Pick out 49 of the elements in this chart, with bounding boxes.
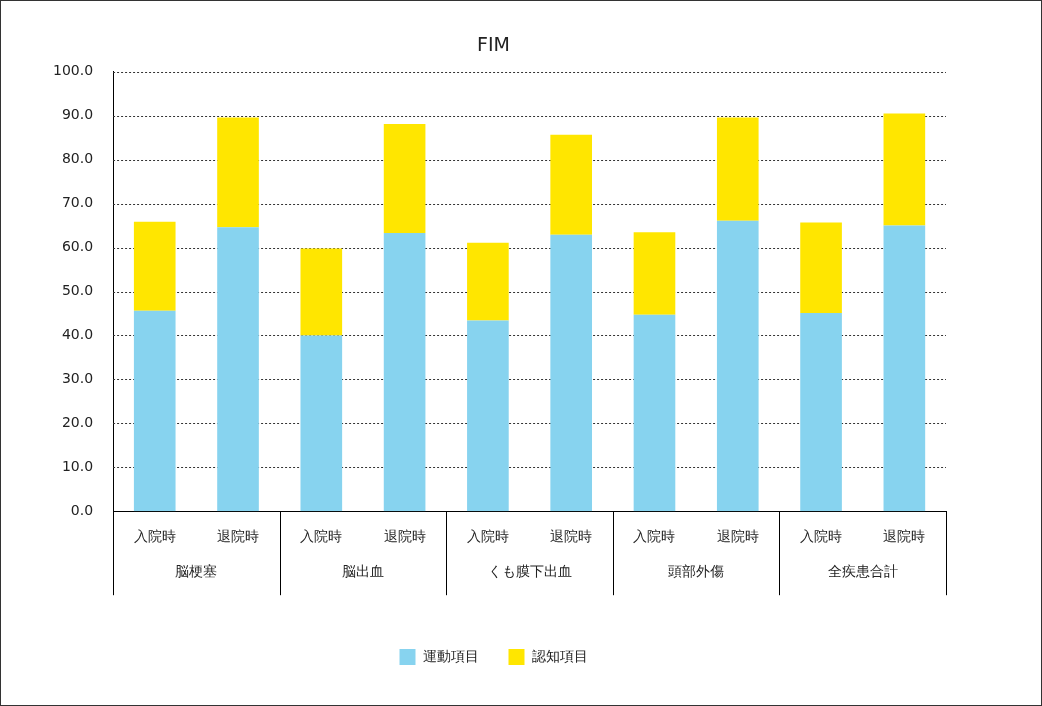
y-tick-label: 20.0 <box>61 413 94 430</box>
bar <box>133 221 176 311</box>
bar <box>217 227 259 512</box>
bar <box>217 117 259 228</box>
bar <box>633 232 676 315</box>
y-tick-label: 50.0 <box>61 282 94 299</box>
bar <box>716 117 759 221</box>
text: 頭部外傷 <box>668 562 725 579</box>
bar <box>383 124 426 234</box>
bar <box>716 220 759 512</box>
x-tick-label: 退院時 <box>550 528 593 545</box>
legend-label: 運動項目 <box>422 647 479 664</box>
bar <box>633 314 676 512</box>
legend-label: 認知項目 <box>531 647 588 664</box>
text: 脳梗塞 <box>175 562 218 579</box>
bar <box>300 248 343 336</box>
bar <box>383 233 426 512</box>
y-tick-label: 30.0 <box>61 370 94 387</box>
y-tick-label: 0.0 <box>70 501 94 518</box>
bar <box>800 313 842 512</box>
text: 脳出血 <box>341 562 384 579</box>
x-tick-label: 退院時 <box>716 528 759 545</box>
x-tick-label: 入院時 <box>133 528 176 545</box>
bar <box>550 134 593 235</box>
bar <box>300 335 343 512</box>
y-tick-label: 10.0 <box>61 457 94 474</box>
bar <box>800 222 842 314</box>
x-tick-label: 入院時 <box>800 528 843 545</box>
x-tick-label: 入院時 <box>466 528 509 545</box>
y-tick-label: 80.0 <box>61 150 94 167</box>
x-tick-label: 退院時 <box>217 528 260 545</box>
bar <box>467 320 509 512</box>
bar <box>883 113 926 226</box>
x-tick-label: 退院時 <box>383 528 426 545</box>
y-tick-label: 60.0 <box>61 238 94 255</box>
chart-title: FIM <box>477 33 510 56</box>
bar <box>883 225 926 512</box>
x-tick-label: 退院時 <box>883 528 926 545</box>
y-tick-label: 70.0 <box>61 194 94 211</box>
bar <box>550 234 593 512</box>
y-tick-label: 90.0 <box>61 106 94 123</box>
x-tick-label: 入院時 <box>300 528 343 545</box>
y-tick-label: 100.0 <box>52 62 94 79</box>
bar <box>467 242 509 321</box>
bar <box>133 310 176 512</box>
text: くも膜下出血 <box>487 562 572 579</box>
text: 全疾患合計 <box>827 562 898 579</box>
y-tick-label: 40.0 <box>61 326 94 343</box>
x-tick-label: 入院時 <box>633 528 676 545</box>
